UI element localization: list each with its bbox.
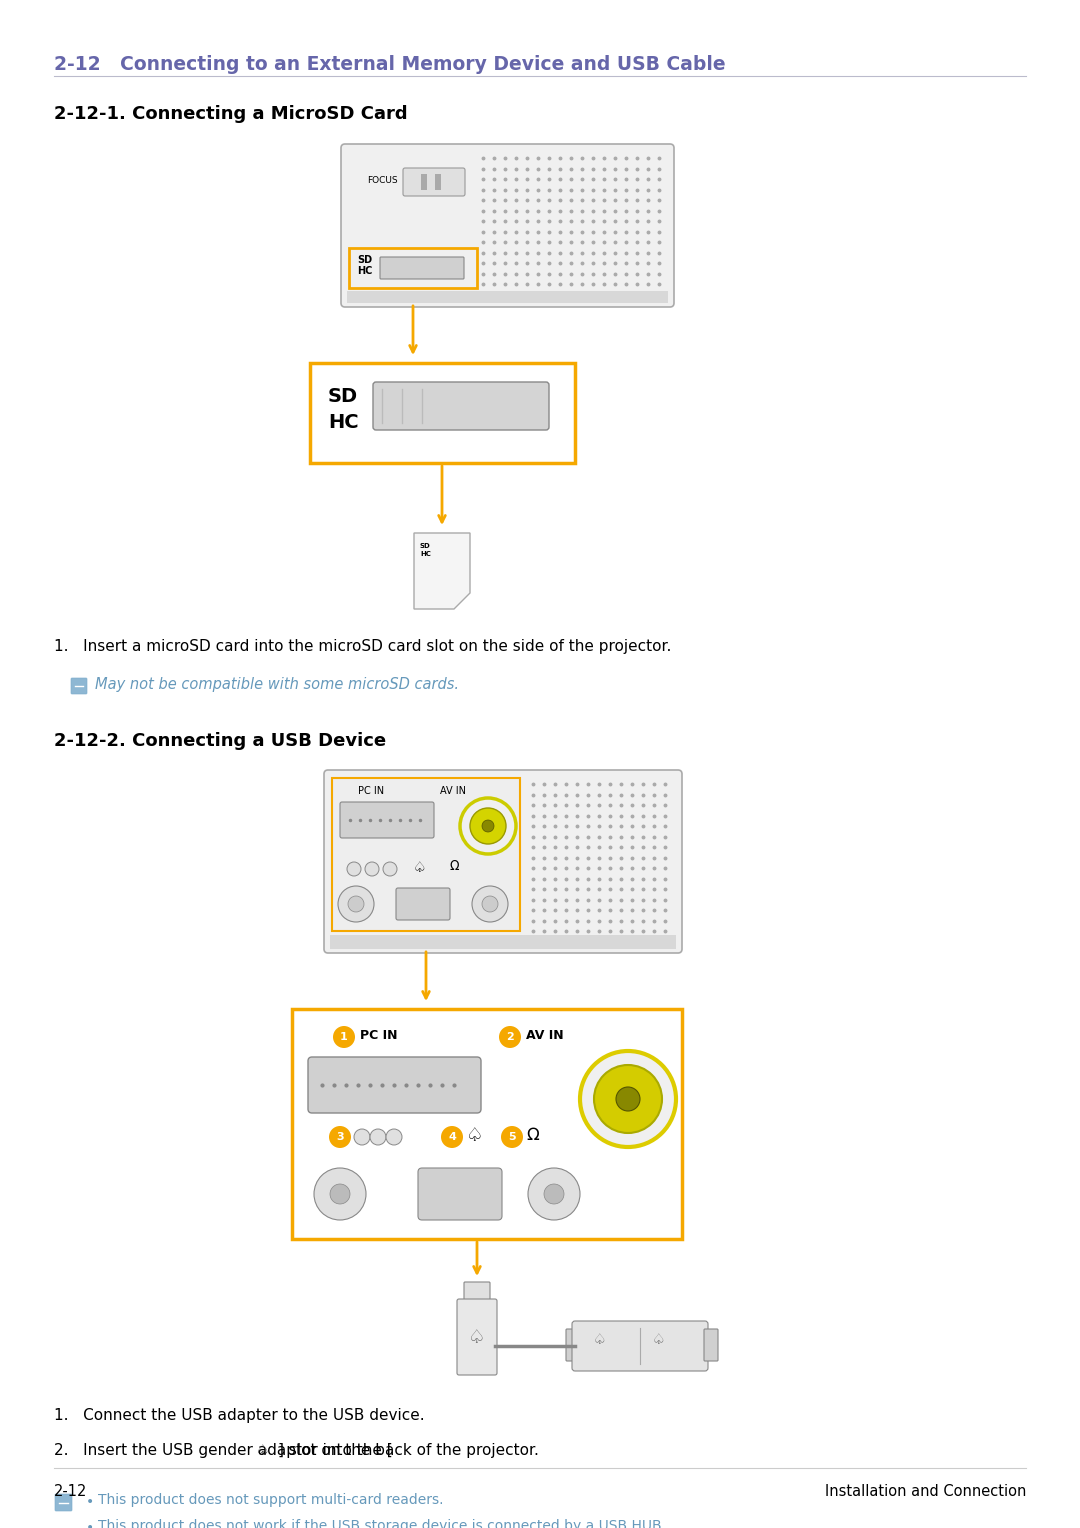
Circle shape xyxy=(482,821,494,833)
FancyBboxPatch shape xyxy=(341,144,674,307)
FancyBboxPatch shape xyxy=(421,174,427,189)
Text: PC IN: PC IN xyxy=(360,1028,397,1042)
Text: HC: HC xyxy=(328,413,359,432)
Text: ] slot on the back of the projector.: ] slot on the back of the projector. xyxy=(278,1442,539,1458)
FancyBboxPatch shape xyxy=(704,1329,718,1361)
Text: Installation and Connection: Installation and Connection xyxy=(825,1484,1026,1499)
Text: HC: HC xyxy=(357,266,373,277)
Circle shape xyxy=(354,1129,370,1144)
Text: 2-12   Connecting to an External Memory Device and USB Cable: 2-12 Connecting to an External Memory De… xyxy=(54,55,726,73)
FancyBboxPatch shape xyxy=(340,802,434,837)
Text: 2-12-1. Connecting a MicroSD Card: 2-12-1. Connecting a MicroSD Card xyxy=(54,105,407,122)
Circle shape xyxy=(386,1129,402,1144)
Text: ♤: ♤ xyxy=(256,1442,270,1458)
Circle shape xyxy=(314,1167,366,1219)
FancyBboxPatch shape xyxy=(347,290,669,303)
Text: ♤: ♤ xyxy=(593,1332,607,1348)
FancyBboxPatch shape xyxy=(292,1008,681,1239)
Circle shape xyxy=(365,862,379,876)
FancyBboxPatch shape xyxy=(324,770,681,953)
Text: 2-12-2. Connecting a USB Device: 2-12-2. Connecting a USB Device xyxy=(54,732,387,750)
FancyBboxPatch shape xyxy=(373,382,549,429)
Text: This product does not work if the USB storage device is connected by a USB HUB.: This product does not work if the USB st… xyxy=(98,1519,666,1528)
FancyBboxPatch shape xyxy=(310,364,575,463)
Text: ♤: ♤ xyxy=(469,1328,486,1348)
Text: SD: SD xyxy=(328,387,359,406)
Circle shape xyxy=(347,862,361,876)
Circle shape xyxy=(616,1086,640,1111)
Circle shape xyxy=(370,1129,386,1144)
Text: ♤: ♤ xyxy=(465,1126,484,1144)
Text: AV IN: AV IN xyxy=(440,785,465,796)
Text: 1.   Connect the USB adapter to the USB device.: 1. Connect the USB adapter to the USB de… xyxy=(54,1407,424,1423)
Text: SD: SD xyxy=(357,255,373,264)
Circle shape xyxy=(594,1065,662,1132)
Circle shape xyxy=(333,1025,355,1048)
Circle shape xyxy=(338,886,374,921)
Text: 1: 1 xyxy=(340,1031,348,1042)
FancyBboxPatch shape xyxy=(332,778,519,931)
Text: Ω: Ω xyxy=(450,860,459,872)
FancyBboxPatch shape xyxy=(457,1299,497,1375)
Text: •: • xyxy=(86,1520,94,1528)
Text: ♤: ♤ xyxy=(413,860,427,876)
Text: This product does not support multi-card readers.: This product does not support multi-card… xyxy=(98,1493,444,1507)
Circle shape xyxy=(501,1126,523,1148)
FancyBboxPatch shape xyxy=(566,1329,580,1361)
Circle shape xyxy=(472,886,508,921)
FancyBboxPatch shape xyxy=(396,888,450,920)
Text: PC IN: PC IN xyxy=(357,785,384,796)
FancyBboxPatch shape xyxy=(403,168,465,196)
Text: SD: SD xyxy=(420,542,431,549)
FancyBboxPatch shape xyxy=(572,1322,708,1371)
Text: 2-12: 2-12 xyxy=(54,1484,87,1499)
Circle shape xyxy=(528,1167,580,1219)
Text: 5: 5 xyxy=(509,1132,516,1141)
Text: AV IN: AV IN xyxy=(526,1028,564,1042)
Text: 3: 3 xyxy=(336,1132,343,1141)
FancyBboxPatch shape xyxy=(380,257,464,280)
Circle shape xyxy=(348,895,364,912)
FancyBboxPatch shape xyxy=(418,1167,502,1219)
FancyBboxPatch shape xyxy=(71,678,87,694)
FancyBboxPatch shape xyxy=(464,1282,490,1300)
Text: 2.   Insert the USB gender adaptor into the [: 2. Insert the USB gender adaptor into th… xyxy=(54,1442,393,1458)
Circle shape xyxy=(441,1126,463,1148)
Circle shape xyxy=(499,1025,521,1048)
Circle shape xyxy=(580,1051,676,1148)
Text: HC: HC xyxy=(420,552,431,558)
Text: May not be compatible with some microSD cards.: May not be compatible with some microSD … xyxy=(95,677,459,692)
Circle shape xyxy=(330,1184,350,1204)
Text: ♤: ♤ xyxy=(652,1332,665,1348)
Circle shape xyxy=(470,808,507,843)
Circle shape xyxy=(383,862,397,876)
Text: •: • xyxy=(86,1494,94,1510)
Circle shape xyxy=(544,1184,564,1204)
Circle shape xyxy=(460,798,516,854)
FancyBboxPatch shape xyxy=(308,1057,481,1112)
Text: 4: 4 xyxy=(448,1132,456,1141)
Circle shape xyxy=(482,895,498,912)
Text: 1.   Insert a microSD card into the microSD card slot on the side of the project: 1. Insert a microSD card into the microS… xyxy=(54,639,672,654)
Text: Ω: Ω xyxy=(526,1126,539,1144)
Circle shape xyxy=(329,1126,351,1148)
Text: FOCUS: FOCUS xyxy=(367,176,397,185)
Polygon shape xyxy=(414,533,470,610)
FancyBboxPatch shape xyxy=(330,935,676,949)
Text: 2: 2 xyxy=(507,1031,514,1042)
FancyBboxPatch shape xyxy=(55,1494,72,1511)
FancyBboxPatch shape xyxy=(349,248,477,287)
FancyBboxPatch shape xyxy=(435,174,441,189)
